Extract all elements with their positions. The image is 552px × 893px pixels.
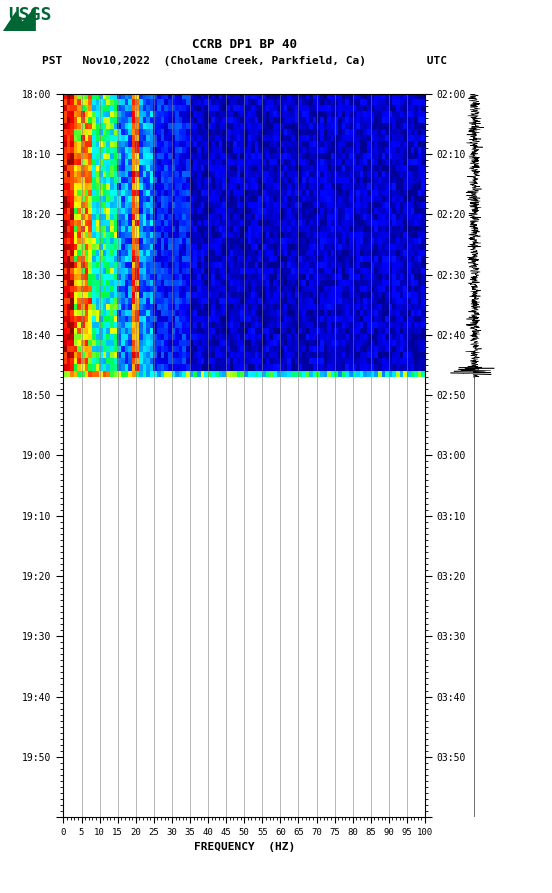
Text: PST   Nov10,2022  (Cholame Creek, Parkfield, Ca)         UTC: PST Nov10,2022 (Cholame Creek, Parkfield…: [42, 56, 447, 66]
Polygon shape: [3, 6, 36, 31]
X-axis label: FREQUENCY  (HZ): FREQUENCY (HZ): [194, 842, 295, 852]
Text: USGS: USGS: [8, 6, 52, 24]
Text: CCRB DP1 BP 40: CCRB DP1 BP 40: [192, 38, 297, 51]
Bar: [63, 377, 425, 817]
